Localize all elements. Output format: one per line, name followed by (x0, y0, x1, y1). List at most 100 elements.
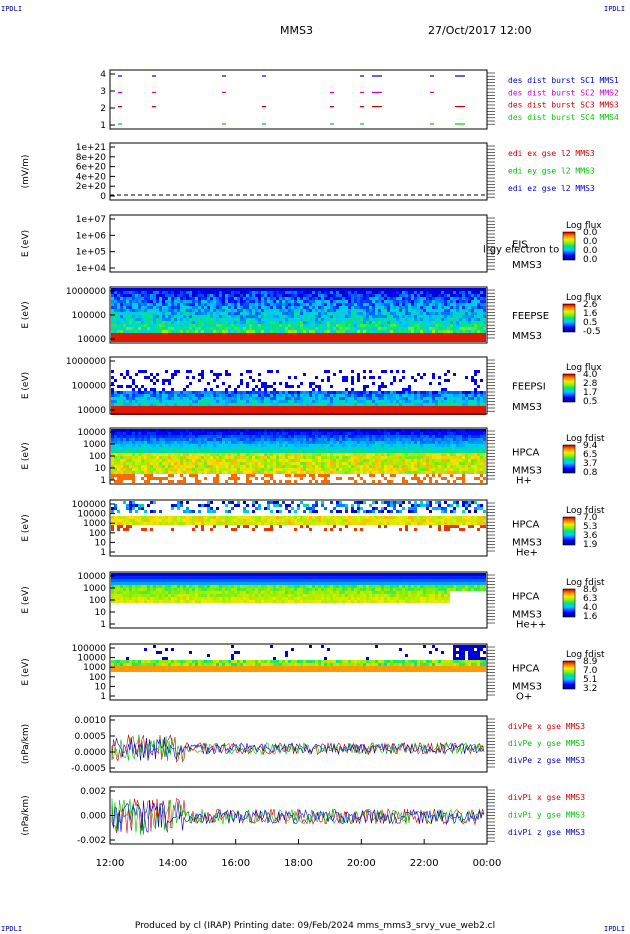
heatmap-cell (249, 468, 252, 471)
heatmap-cell (453, 397, 456, 400)
heatmap-cell (480, 336, 483, 339)
heatmap-cell (450, 330, 453, 333)
heatmap-cell (279, 450, 282, 453)
y-tick-label: 1e+06 (76, 231, 107, 241)
heatmap-cell (384, 291, 387, 294)
heatmap-cell (384, 406, 387, 409)
heatmap-cell (117, 336, 120, 339)
heatmap-cell (369, 291, 372, 294)
heatmap-cell (123, 462, 126, 465)
colorbar-segment (563, 249, 575, 250)
heatmap-cell (417, 330, 420, 333)
heatmap-cell (321, 315, 324, 318)
heatmap-cell (285, 336, 288, 339)
heatmap-cell (270, 456, 273, 459)
heatmap-cell (321, 400, 324, 403)
heatmap-cell (462, 327, 465, 330)
heatmap-cell (252, 471, 255, 474)
heatmap-cell (249, 397, 252, 400)
heatmap-cell (219, 297, 222, 300)
heatmap-cell (300, 333, 303, 336)
heatmap-cell (168, 406, 171, 409)
heatmap-cell (447, 397, 450, 400)
heatmap-cell (231, 453, 234, 456)
heatmap-cell (153, 312, 156, 315)
heatmap-cell (171, 453, 174, 456)
heatmap-cell (147, 318, 150, 321)
heatmap-cell (444, 406, 447, 409)
heatmap-cell (357, 294, 360, 297)
heatmap-cell (429, 333, 432, 336)
heatmap-cell (117, 327, 120, 330)
heatmap-cell (117, 444, 120, 447)
heatmap-cell (375, 294, 378, 297)
heatmap-cell (378, 376, 381, 379)
heatmap-cell (159, 324, 162, 327)
heatmap-cell (156, 300, 159, 303)
heatmap-cell (138, 462, 141, 465)
heatmap-cell (366, 330, 369, 333)
heatmap-cell (111, 450, 114, 453)
heatmap-cell (333, 330, 336, 333)
heatmap-cell (366, 385, 369, 388)
heatmap-cell (381, 300, 384, 303)
instrument-label: FEEPSE (512, 311, 549, 322)
heatmap-cell (327, 391, 330, 394)
heatmap-cell (291, 321, 294, 324)
heatmap-cell (207, 288, 210, 291)
heatmap-cell (258, 394, 261, 397)
heatmap-cell (171, 294, 174, 297)
heatmap-cell (165, 300, 168, 303)
heatmap-cell (261, 459, 264, 462)
heatmap-cell (315, 462, 318, 465)
heatmap-cell (321, 459, 324, 462)
heatmap-cell (276, 438, 279, 441)
heatmap-cell (459, 391, 462, 394)
heatmap-cell (291, 306, 294, 309)
heatmap-cell (144, 330, 147, 333)
heatmap-cell (111, 397, 114, 400)
heatmap-cell (384, 339, 387, 342)
heatmap-cell (141, 327, 144, 330)
heatmap-cell (297, 321, 300, 324)
heatmap-cell (258, 324, 261, 327)
heatmap-cell (330, 471, 333, 474)
heatmap-cell (135, 339, 138, 342)
heatmap-cell (165, 327, 168, 330)
heatmap-cell (156, 312, 159, 315)
heatmap-cell (483, 294, 486, 297)
heatmap-cell (294, 333, 297, 336)
heatmap-cell (246, 432, 249, 435)
heatmap-cell (183, 462, 186, 465)
heatmap-cell (330, 315, 333, 318)
heatmap-cell (153, 294, 156, 297)
heatmap-cell (477, 385, 480, 388)
heatmap-cell (396, 303, 399, 306)
colorbar-segment (563, 306, 575, 307)
heatmap-cell (282, 438, 285, 441)
heatmap-cell (432, 400, 435, 403)
heatmap-cell (234, 324, 237, 327)
heatmap-cell (129, 333, 132, 336)
heatmap-cell (339, 330, 342, 333)
heatmap-cell (342, 327, 345, 330)
heatmap-cell (237, 294, 240, 297)
heatmap-cell (258, 441, 261, 444)
heatmap-cell (348, 409, 351, 412)
heatmap-cell (336, 403, 339, 406)
heatmap-cell (195, 429, 198, 432)
heatmap-cell (207, 453, 210, 456)
heatmap-cell (420, 324, 423, 327)
heatmap-cell (285, 291, 288, 294)
legend-entry: edi ey gse l2 MMS3 (508, 167, 595, 176)
heatmap-cell (222, 324, 225, 327)
heatmap-cell (165, 291, 168, 294)
colorbar-segment (563, 233, 575, 234)
heatmap-cell (336, 435, 339, 438)
heatmap-cell (435, 406, 438, 409)
heatmap-cell (165, 450, 168, 453)
heatmap-cell (204, 388, 207, 391)
heatmap-cell (378, 321, 381, 324)
heatmap-cell (219, 468, 222, 471)
heatmap-cell (252, 435, 255, 438)
